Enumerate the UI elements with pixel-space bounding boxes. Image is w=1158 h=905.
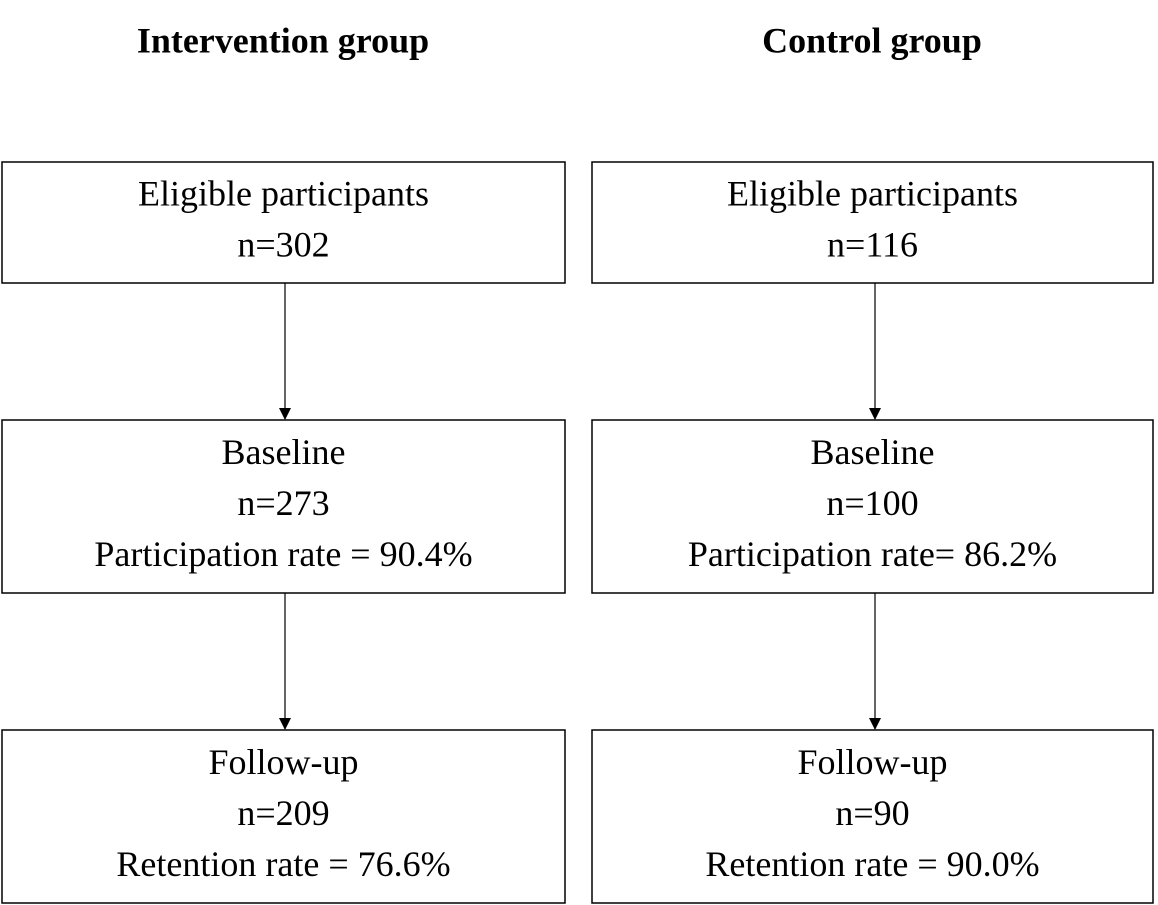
- flow-box: [591, 161, 1154, 284]
- box-text: n=302: [237, 224, 329, 264]
- box-text: n=100: [826, 483, 918, 523]
- box-text: n=209: [237, 793, 329, 833]
- box-text: Participation rate = 90.4%: [94, 534, 472, 574]
- box-text: Participation rate= 86.2%: [688, 534, 1057, 574]
- box-text: Follow-up: [208, 742, 358, 782]
- box-text: Baseline: [222, 432, 346, 472]
- box-text: n=90: [835, 793, 909, 833]
- box-text: Eligible participants: [727, 173, 1018, 213]
- box-text: n=116: [827, 224, 918, 264]
- box-text: Eligible participants: [138, 173, 429, 213]
- flow-box: [591, 729, 1154, 904]
- group-title: Control group: [762, 20, 982, 60]
- flow-box: [1, 161, 566, 284]
- box-text: Retention rate = 90.0%: [705, 844, 1039, 884]
- flow-box: [1, 729, 566, 904]
- box-text: Follow-up: [797, 742, 947, 782]
- box-text: n=273: [237, 483, 329, 523]
- box-text: Baseline: [811, 432, 935, 472]
- flow-box: [591, 419, 1154, 594]
- box-text: Retention rate = 76.6%: [116, 844, 450, 884]
- group-title: Intervention group: [137, 20, 429, 60]
- flow-box: [1, 419, 566, 594]
